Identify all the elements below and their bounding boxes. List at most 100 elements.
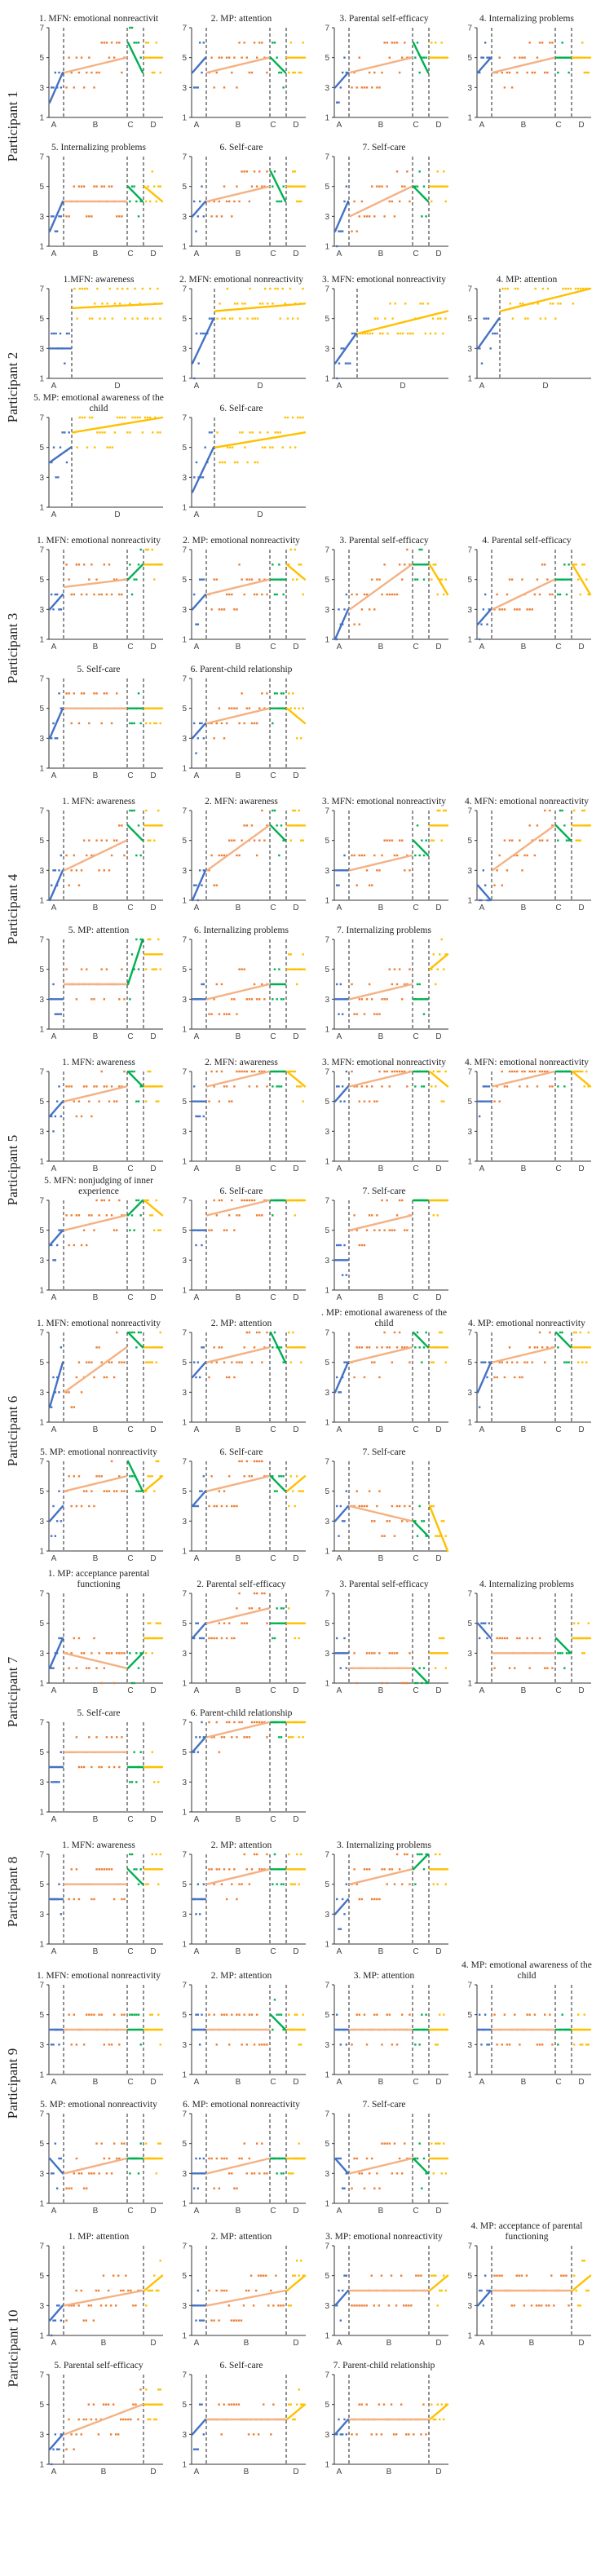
data-point <box>139 1085 142 1088</box>
data-point <box>425 1331 427 1334</box>
phase-label: A <box>194 771 200 780</box>
data-point <box>355 1490 358 1492</box>
data-point <box>258 42 261 44</box>
data-point <box>388 593 391 596</box>
data-point <box>498 854 501 857</box>
data-point <box>565 593 568 596</box>
data-point <box>139 1751 142 1753</box>
trend-line <box>428 2403 449 2421</box>
data-point <box>281 446 284 448</box>
data-point <box>137 2013 140 2016</box>
data-point <box>103 1085 105 1088</box>
trend-line <box>191 1490 207 1508</box>
data-point <box>255 854 258 857</box>
data-point <box>373 2013 376 2016</box>
data-point <box>339 2319 342 2322</box>
trend-line <box>476 608 492 625</box>
chart-panel: 4. Internalizing problems 1 3 5 7 A B C D <box>459 0 594 132</box>
data-point <box>78 416 81 419</box>
phase-label: B <box>93 643 99 652</box>
data-point <box>125 2418 127 2421</box>
data-point <box>88 215 91 218</box>
y-tick-label: 5 <box>467 1619 472 1628</box>
data-point <box>73 692 75 695</box>
y-tick-label: 1 <box>325 2200 329 2209</box>
data-point <box>225 1721 228 1724</box>
data-point <box>440 1100 443 1102</box>
data-point <box>73 593 75 596</box>
data-point <box>581 1361 584 1363</box>
phase-label: D <box>293 1425 298 1434</box>
data-point <box>241 2157 243 2160</box>
data-point <box>383 215 386 218</box>
data-point <box>583 2260 585 2262</box>
phase-label: B <box>93 250 99 258</box>
y-tick-label: 5 <box>182 2140 187 2149</box>
data-point <box>228 839 231 842</box>
phase-label: D <box>150 643 156 652</box>
data-point <box>363 86 366 89</box>
data-point <box>353 854 355 857</box>
chart-panel: 7. Self-care 1 3 5 7 A B C D <box>316 129 452 261</box>
data-point <box>210 431 213 434</box>
participant-label: Participant 7 <box>3 1566 23 1818</box>
data-point <box>105 42 108 44</box>
data-point <box>54 1115 57 1118</box>
data-point <box>338 1391 340 1394</box>
data-point <box>440 1331 443 1334</box>
data-point <box>273 968 276 970</box>
data-point <box>218 2319 220 2322</box>
data-point <box>382 2403 386 2406</box>
data-point <box>118 215 121 218</box>
data-point <box>402 2304 405 2307</box>
data-point <box>58 1229 60 1231</box>
data-point <box>82 1085 86 1088</box>
data-point <box>73 287 76 290</box>
data-point <box>198 1637 201 1640</box>
chart-panel: 6. Self-care 1 3 5 7 A B C D <box>174 1173 309 1305</box>
data-point <box>243 722 245 725</box>
phase-label: D <box>435 1293 441 1302</box>
data-point <box>261 446 264 448</box>
data-point <box>272 563 274 566</box>
data-point <box>431 317 435 320</box>
y-tick-label: 3 <box>182 735 187 744</box>
data-point <box>215 2044 218 2046</box>
data-point <box>365 1652 369 1655</box>
data-point <box>68 578 70 581</box>
data-point <box>538 42 541 44</box>
trend-line <box>554 1331 572 1349</box>
data-point <box>213 884 215 886</box>
data-point <box>302 42 304 44</box>
data-point <box>567 1361 570 1363</box>
data-point <box>386 185 388 188</box>
data-point <box>139 200 142 203</box>
data-point <box>418 71 421 74</box>
trend-line <box>348 1346 413 1363</box>
phase-label: D <box>578 904 584 912</box>
phase-label: C <box>270 1164 276 1173</box>
data-point <box>263 1868 266 1871</box>
data-point <box>201 332 205 335</box>
y-tick-label: 7 <box>182 24 187 33</box>
data-point <box>106 446 108 448</box>
data-point <box>406 1346 408 1349</box>
data-point <box>482 56 485 59</box>
data-point <box>208 1721 210 1724</box>
data-point <box>248 578 251 581</box>
data-point <box>243 593 245 596</box>
data-point <box>440 2172 443 2175</box>
data-point <box>400 2274 403 2277</box>
data-point <box>585 71 588 74</box>
data-point <box>486 56 488 59</box>
panel-title: 3. MP: attention <box>353 1971 415 1981</box>
chart-panel: 1. MP: acceptance parental functioning 1 3… <box>31 1566 166 1698</box>
data-point <box>245 1070 248 1073</box>
data-point <box>65 215 68 218</box>
data-point <box>135 2013 138 2016</box>
y-tick-label: 1 <box>325 375 329 384</box>
phase-label: D <box>435 1947 441 1956</box>
y-tick-label: 7 <box>39 2110 44 2119</box>
data-point <box>482 1622 485 1624</box>
